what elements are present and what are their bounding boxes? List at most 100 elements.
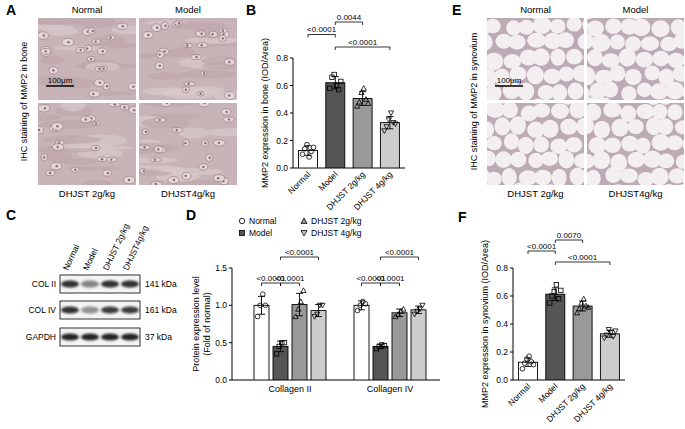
nucleus (157, 148, 159, 150)
nucleus (208, 157, 210, 159)
scale-bar-label: 100μm (48, 76, 73, 85)
adipocyte (504, 133, 519, 149)
nucleus (145, 131, 147, 133)
nucleus (56, 165, 58, 167)
x-tick-label: DHJST 4g/kg (572, 381, 615, 424)
adipocyte (568, 83, 584, 100)
nucleus (85, 118, 87, 120)
band (81, 306, 99, 313)
adipocyte (578, 34, 584, 50)
matrix-streak (141, 118, 191, 128)
lacuna (88, 28, 95, 35)
bar (573, 306, 592, 380)
data-point (328, 86, 332, 90)
matrix-streak (112, 25, 136, 34)
bar (326, 83, 345, 168)
adipocyte (672, 66, 684, 82)
adipocyte (569, 103, 584, 118)
data-point (604, 333, 609, 338)
y-axis-label: MMP2 expression in bone (IOD/Area) (260, 38, 270, 188)
blot-strip (60, 301, 140, 319)
data-point (384, 125, 389, 130)
adipocyte (587, 97, 598, 100)
adipocyte (583, 104, 584, 119)
x-tick-label: DHJST 4g/kg (352, 169, 395, 212)
lacuna (155, 146, 166, 153)
adipocyte (621, 86, 636, 100)
data-point (586, 305, 591, 310)
data-point (315, 312, 320, 317)
lacuna (151, 181, 162, 185)
lacuna (120, 104, 128, 109)
error-cap (332, 88, 339, 89)
size-label: 161 kDa (145, 305, 177, 315)
adipocyte (570, 167, 584, 185)
lacuna (155, 118, 166, 122)
column-label: DHJST4g/kg (609, 188, 663, 199)
plot-area (299, 72, 400, 168)
adipocyte (583, 170, 584, 185)
p-value: <0.0001 (307, 25, 337, 34)
lacuna (97, 157, 107, 162)
nucleus (222, 29, 224, 31)
panel-letter: B (246, 2, 256, 18)
nucleus (203, 72, 205, 74)
nucleus (178, 22, 180, 24)
adipocyte (533, 48, 550, 66)
adipocyte (594, 121, 611, 138)
data-point (550, 294, 554, 298)
y-tick (229, 380, 232, 381)
lacuna (139, 145, 150, 150)
adipocyte (487, 172, 502, 185)
matrix-streak (38, 18, 86, 25)
adipocyte (504, 54, 522, 69)
error-cap (386, 116, 393, 117)
band (61, 306, 79, 313)
band (121, 333, 139, 340)
error-line (280, 341, 281, 351)
p-value: 0.0070 (557, 231, 582, 240)
data-point (258, 303, 263, 308)
adipocyte (552, 169, 567, 185)
nucleus (74, 169, 76, 171)
lacuna (62, 38, 74, 46)
data-point (332, 72, 336, 76)
adipocyte (502, 103, 518, 118)
blot-strip (60, 328, 140, 346)
error-line (380, 344, 381, 348)
adipocyte (502, 168, 517, 185)
lacuna (38, 126, 43, 134)
nucleus (122, 25, 124, 27)
data-point (305, 142, 310, 147)
nucleus (98, 68, 100, 70)
adipocyte (605, 18, 621, 34)
data-point (552, 290, 556, 294)
lacuna (196, 31, 206, 37)
y-tick (229, 342, 232, 343)
matrix-streak (78, 60, 120, 71)
p-value: <0.0001 (285, 248, 315, 257)
bar (392, 313, 407, 380)
matrix-streak (42, 136, 102, 144)
matrix-streak (173, 22, 225, 30)
error-line (528, 358, 529, 366)
data-point (382, 343, 386, 347)
tissue-bg (587, 103, 684, 185)
nucleus (228, 94, 230, 96)
adipocyte (487, 184, 495, 185)
data-point (613, 329, 618, 334)
nucleus (86, 47, 88, 49)
adipocyte (682, 85, 684, 100)
adipocyte (566, 49, 582, 65)
lacuna (155, 62, 163, 70)
micrograph (487, 18, 584, 100)
bar (311, 311, 326, 380)
significance-bracket (281, 257, 319, 260)
x-tick-label: Collagen II (268, 384, 311, 394)
data-point (300, 152, 305, 157)
lacuna (172, 127, 182, 132)
data-point (581, 296, 586, 301)
nucleus (128, 179, 130, 181)
lacuna (175, 21, 183, 25)
lacuna (183, 140, 189, 147)
